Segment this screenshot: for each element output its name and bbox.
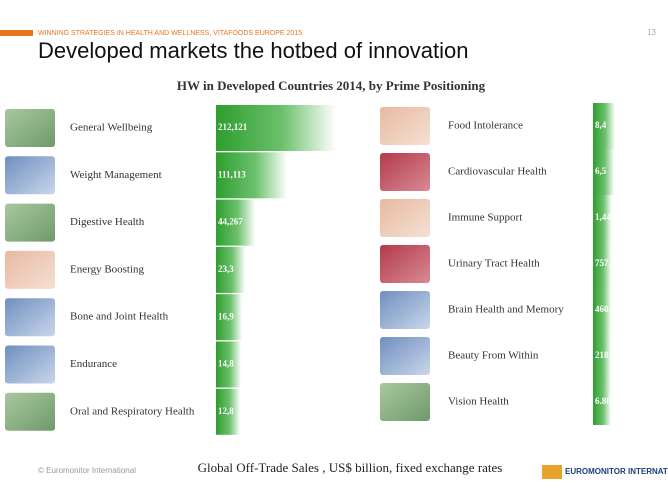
chart-title: HW in Developed Countries 2014, by Prime… — [177, 78, 486, 93]
category-label: Cardiovascular Health — [448, 166, 547, 178]
category-label: Urinary Tract Health — [448, 258, 540, 270]
bar — [593, 195, 612, 241]
bar — [216, 246, 246, 293]
bar — [593, 379, 612, 425]
slide-title: Developed markets the hotbed of innovati… — [38, 38, 469, 63]
bar — [593, 333, 612, 379]
footer: © Euromonitor International — [38, 466, 136, 475]
value-label: 14,8 — [218, 359, 234, 369]
value-label: 212,121 — [218, 122, 248, 132]
photo — [380, 199, 430, 237]
photo — [5, 156, 55, 195]
value-label: 460.20 — [595, 304, 620, 314]
value-label: 218.10 — [595, 350, 620, 360]
value-label: 8,4 — [595, 120, 607, 130]
photo — [5, 250, 55, 289]
category-label: Endurance — [70, 358, 117, 370]
photo — [380, 383, 430, 421]
photo — [5, 345, 55, 384]
value-label: 757.10 — [595, 258, 620, 268]
category-label: Digestive Health — [70, 216, 145, 228]
value-label: 23,3 — [218, 264, 234, 274]
photo — [380, 337, 430, 375]
bar — [593, 287, 612, 333]
bar — [216, 152, 288, 199]
bar — [216, 388, 241, 435]
logo-mark — [542, 465, 562, 479]
page-number: 13 — [647, 28, 656, 37]
photo — [5, 392, 55, 431]
value-label: 6.80 — [595, 396, 611, 406]
bar — [216, 341, 242, 388]
category-label: Oral and Respiratory Health — [70, 405, 195, 417]
photo — [5, 203, 55, 242]
category-label: Beauty From Within — [448, 350, 539, 362]
photo — [380, 153, 430, 191]
logo: EUROMONITOR INTERNATIONAL — [542, 465, 668, 479]
caption: Global Off-Trade Sales , US$ billion, fi… — [198, 460, 503, 475]
category-label: Weight Management — [70, 169, 162, 181]
value-label: 44,267 — [218, 217, 243, 227]
value-label: 16,9 — [218, 311, 234, 321]
value-label: 111,113 — [218, 169, 246, 179]
bar — [593, 241, 612, 287]
category-label: Energy Boosting — [70, 263, 145, 275]
photo — [5, 109, 55, 147]
bar — [216, 105, 336, 151]
header: WINNING STRATEGIES IN HEALTH AND WELLNES… — [38, 30, 302, 37]
category-label: Immune Support — [448, 212, 522, 224]
category-label: Vision Health — [448, 396, 509, 408]
category-label: Bone and Joint Health — [70, 311, 169, 323]
value-label: 6,5 — [595, 166, 607, 176]
logo-text: EUROMONITOR INTERNATIONAL — [565, 467, 668, 476]
category-label: Food Intolerance — [448, 120, 523, 132]
value-label: 12,8 — [218, 406, 234, 416]
photo — [380, 245, 430, 283]
bar — [593, 149, 615, 195]
category-label: General Wellbeing — [70, 122, 153, 134]
bar — [216, 294, 243, 341]
value-label: 1,444.5 — [595, 212, 623, 222]
bar — [216, 199, 256, 246]
accent-bar — [0, 30, 33, 36]
photo — [5, 298, 55, 337]
photo — [380, 107, 430, 145]
photo — [380, 291, 430, 329]
bar — [593, 103, 616, 149]
category-label: Brain Health and Memory — [448, 304, 564, 316]
